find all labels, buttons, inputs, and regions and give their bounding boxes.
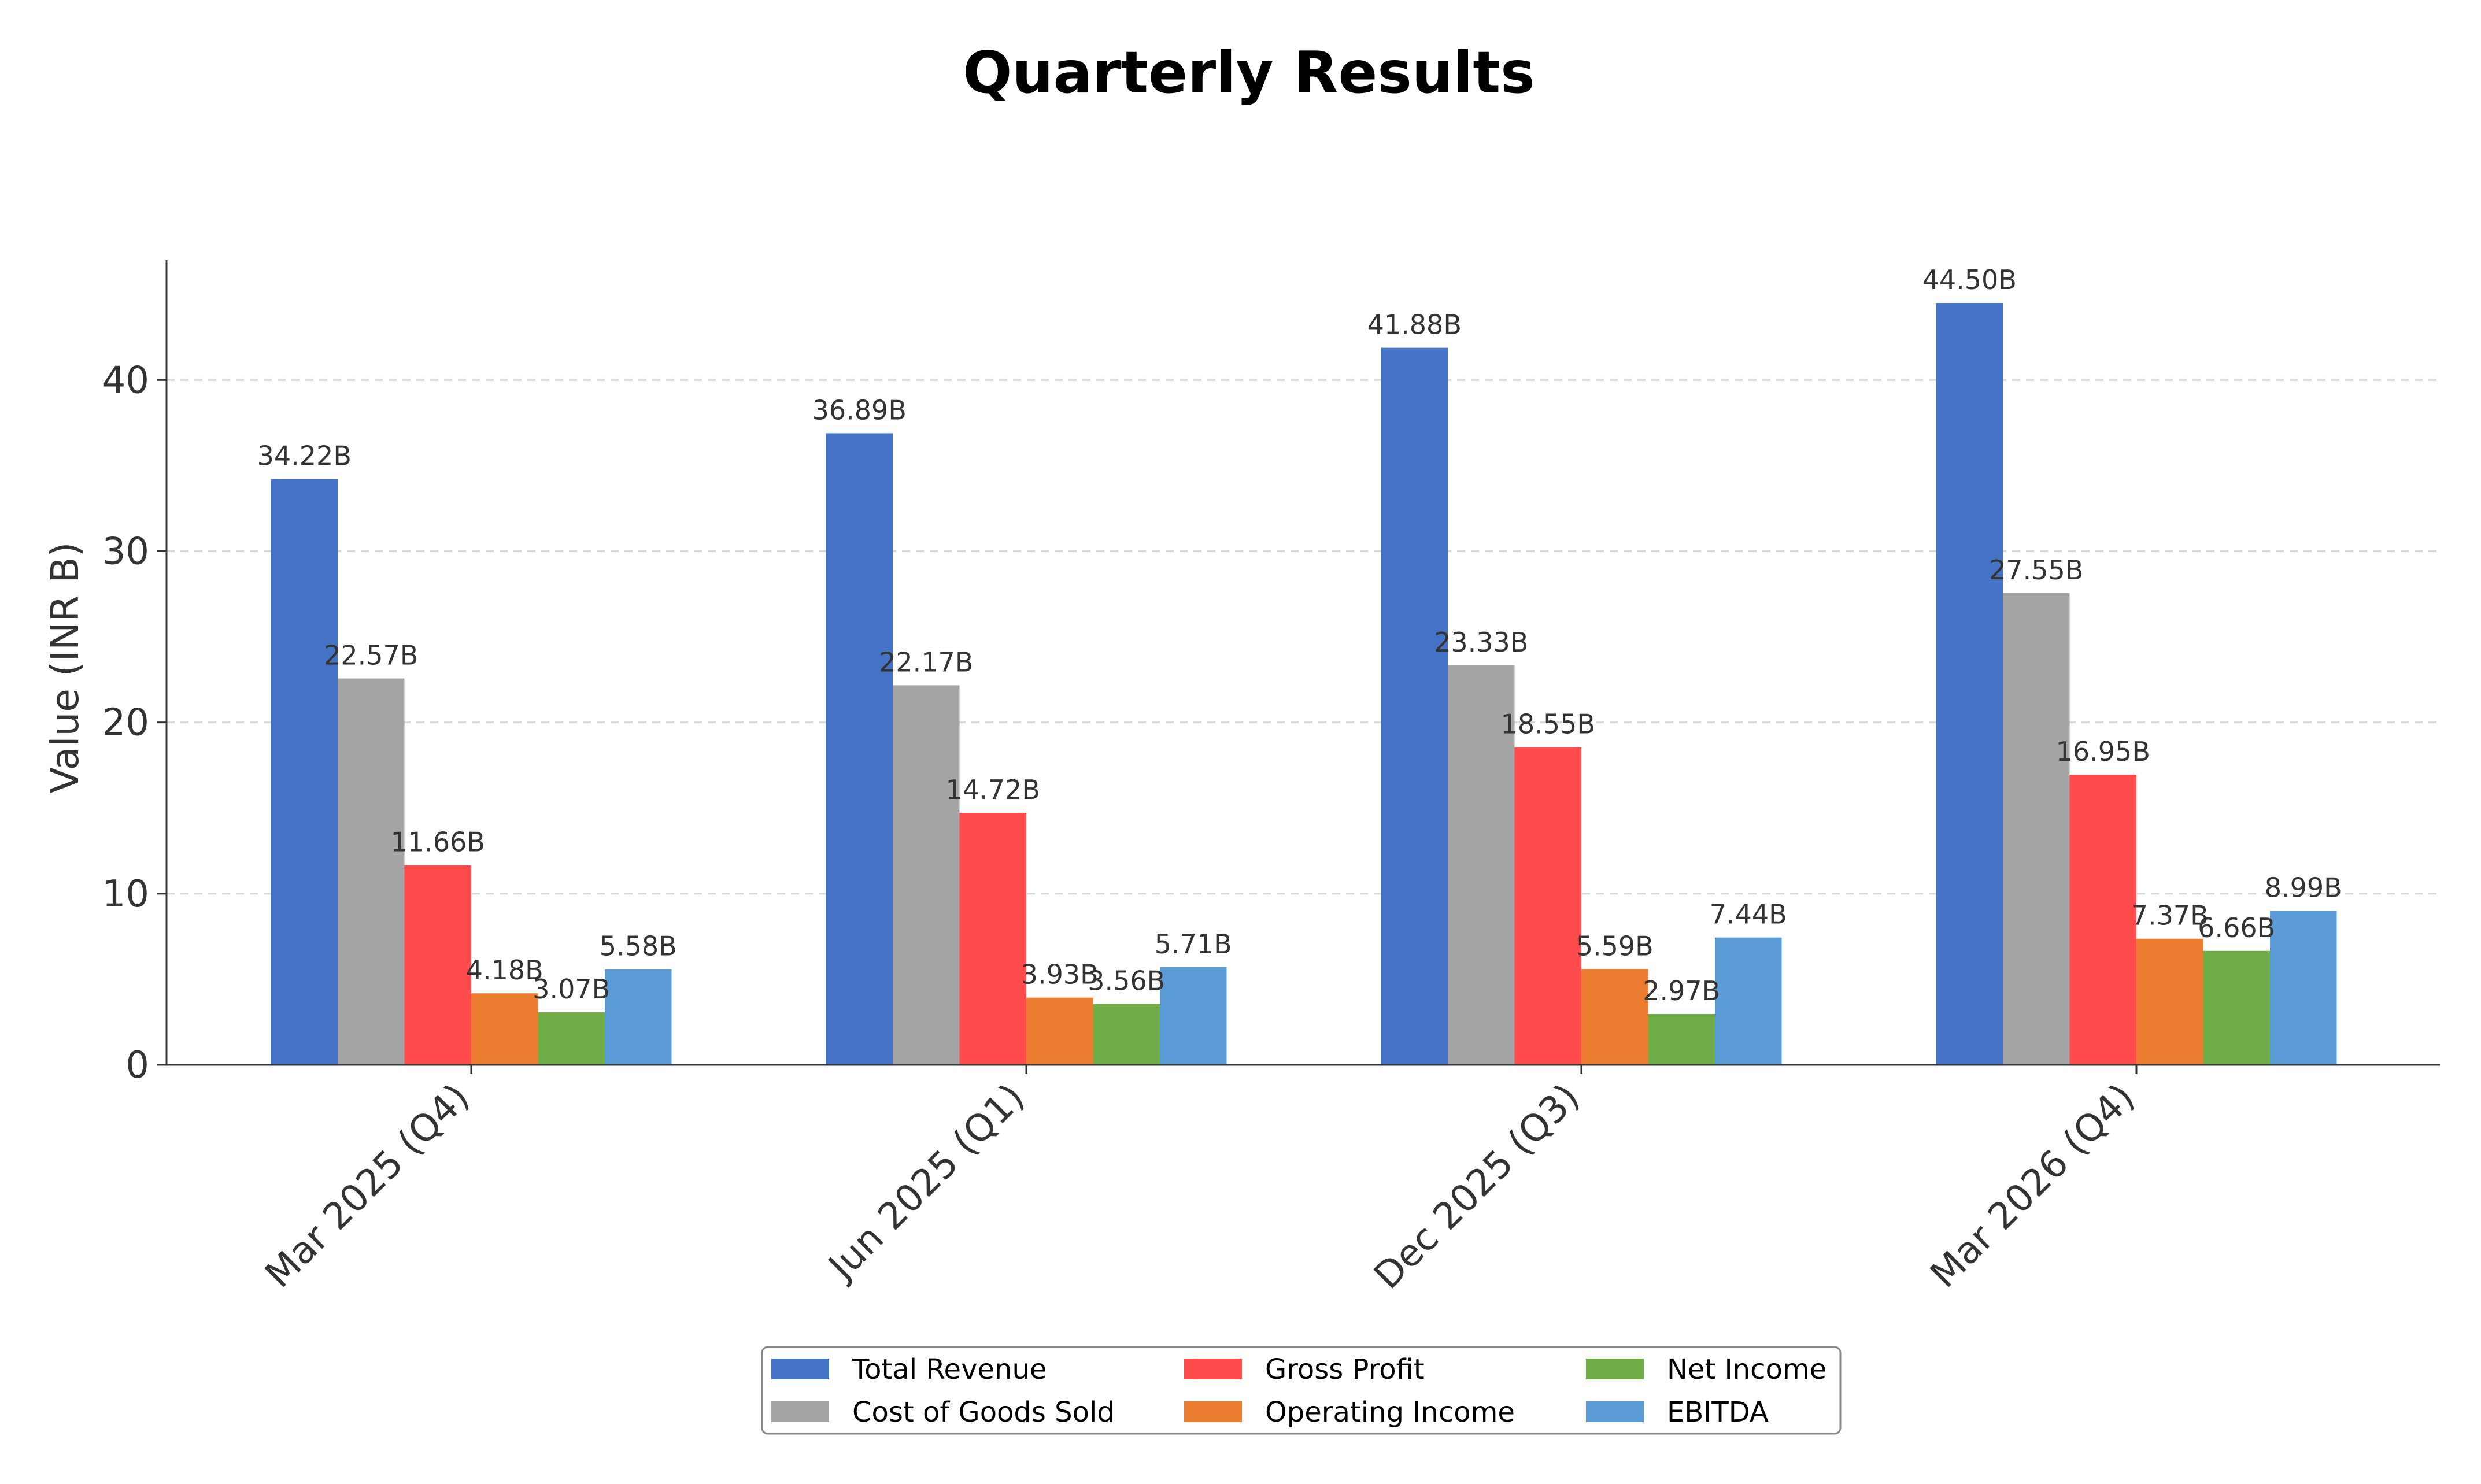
- y-tick-label: 10: [102, 873, 149, 916]
- bar: [1715, 937, 1782, 1065]
- bar: [1381, 347, 1448, 1065]
- x-tick-label: Mar 2025 (Q4): [257, 1076, 478, 1296]
- legend-label: Operating Income: [1265, 1396, 1515, 1429]
- legend-swatch: [1586, 1401, 1644, 1422]
- y-axis-label: Value (INR B): [43, 542, 87, 794]
- bar: [1448, 665, 1515, 1065]
- bar: [959, 813, 1026, 1065]
- x-tick-label: Mar 2026 (Q4): [1922, 1076, 2143, 1296]
- bar: [1093, 1004, 1160, 1065]
- x-tick-label: Jun 2025 (Q1): [819, 1076, 1033, 1290]
- bar: [1026, 997, 1093, 1065]
- chart-title: Quarterly Results: [963, 39, 1535, 106]
- data-label: 27.55B: [1989, 554, 2083, 586]
- bar: [2069, 774, 2136, 1065]
- data-label: 16.95B: [2056, 736, 2150, 767]
- y-tick-label: 0: [125, 1044, 149, 1087]
- data-label: 22.57B: [324, 640, 418, 671]
- legend: Total Revenue Cost of Goods Sold Gross Pro…: [761, 1346, 1842, 1435]
- legend-swatch: [1586, 1359, 1644, 1379]
- data-label: 5.71B: [1155, 928, 1232, 960]
- data-label: 41.88B: [1367, 309, 1462, 341]
- bar: [338, 678, 405, 1065]
- bar: [538, 1012, 605, 1065]
- y-tick-label: 20: [102, 702, 149, 745]
- data-label: 22.17B: [879, 646, 973, 678]
- data-label: 14.72B: [946, 774, 1040, 805]
- legend-swatch: [1184, 1401, 1242, 1422]
- legend-label: EBITDA: [1667, 1396, 1769, 1429]
- data-label: 3.93B: [1021, 959, 1099, 990]
- data-label: 4.18B: [466, 954, 543, 986]
- data-label: 7.44B: [1710, 899, 1787, 930]
- data-label: 23.33B: [1434, 627, 1528, 658]
- legend-label: Gross Profit: [1265, 1353, 1425, 1386]
- bar: [2203, 950, 2270, 1065]
- bar: [2270, 911, 2337, 1065]
- data-label: 5.58B: [600, 931, 677, 962]
- data-label: 36.89B: [812, 394, 907, 425]
- legend-swatch: [771, 1401, 829, 1422]
- bar: [1160, 967, 1227, 1065]
- y-tick-label: 40: [102, 359, 149, 402]
- legend-swatch: [771, 1359, 829, 1379]
- data-label: 11.66B: [391, 827, 485, 858]
- x-tick-label: Dec 2025 (Q3): [1366, 1076, 1588, 1298]
- bar: [2136, 938, 2203, 1065]
- data-label: 5.59B: [1576, 930, 1654, 961]
- y-tick-label: 30: [102, 530, 149, 573]
- legend-label: Net Income: [1667, 1353, 1826, 1386]
- data-label: 34.22B: [257, 441, 352, 472]
- legend-label: Total Revenue: [852, 1353, 1047, 1386]
- bar: [2003, 593, 2070, 1065]
- legend-box: [761, 1346, 1842, 1435]
- bar: [271, 479, 338, 1065]
- data-label: 8.99B: [2265, 872, 2342, 904]
- bar: [605, 969, 672, 1065]
- bar: [1648, 1014, 1715, 1065]
- data-label: 3.56B: [1088, 965, 1165, 997]
- bar: [1936, 303, 2003, 1065]
- data-label: 18.55B: [1501, 709, 1595, 740]
- bars: [271, 303, 2337, 1065]
- data-label: 2.97B: [1643, 975, 1720, 1006]
- bar: [471, 993, 538, 1065]
- bar: [1514, 747, 1581, 1065]
- legend-label: Cost of Goods Sold: [852, 1396, 1115, 1429]
- data-label: 3.07B: [533, 974, 610, 1005]
- bar: [404, 865, 471, 1065]
- bar: [1581, 969, 1648, 1065]
- legend-swatch: [1184, 1359, 1242, 1379]
- data-label: 44.50B: [1922, 264, 2017, 295]
- bar: [893, 685, 960, 1065]
- bar: [826, 433, 893, 1065]
- data-label: 6.66B: [2198, 912, 2275, 943]
- data-label: 7.37B: [2131, 900, 2209, 931]
